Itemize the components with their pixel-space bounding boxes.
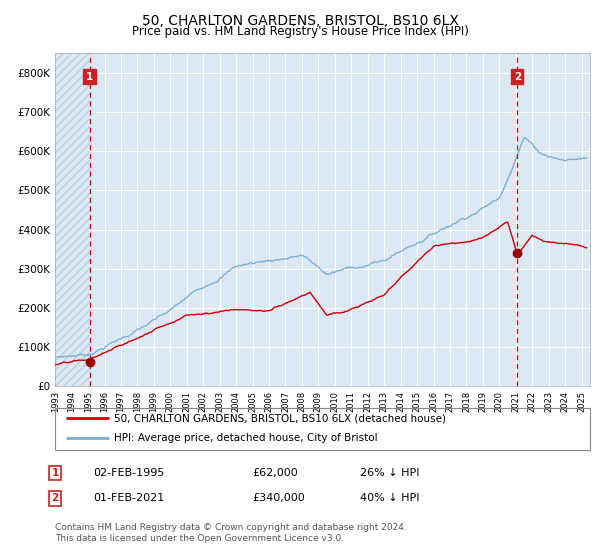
Text: 1: 1 [52,468,59,478]
Text: Price paid vs. HM Land Registry's House Price Index (HPI): Price paid vs. HM Land Registry's House … [131,25,469,38]
Text: 01-FEB-2021: 01-FEB-2021 [93,493,164,503]
Text: £62,000: £62,000 [252,468,298,478]
Text: 50, CHARLTON GARDENS, BRISTOL, BS10 6LX: 50, CHARLTON GARDENS, BRISTOL, BS10 6LX [142,14,458,28]
Text: 26% ↓ HPI: 26% ↓ HPI [360,468,419,478]
Text: 2: 2 [514,72,521,82]
Text: 40% ↓ HPI: 40% ↓ HPI [360,493,419,503]
Text: HPI: Average price, detached house, City of Bristol: HPI: Average price, detached house, City… [114,433,377,443]
Text: 50, CHARLTON GARDENS, BRISTOL, BS10 6LX (detached house): 50, CHARLTON GARDENS, BRISTOL, BS10 6LX … [114,413,446,423]
Text: Contains HM Land Registry data © Crown copyright and database right 2024.
This d: Contains HM Land Registry data © Crown c… [55,524,407,543]
Text: 02-FEB-1995: 02-FEB-1995 [93,468,164,478]
Text: 1: 1 [86,72,93,82]
Text: 2: 2 [52,493,59,503]
Text: £340,000: £340,000 [252,493,305,503]
